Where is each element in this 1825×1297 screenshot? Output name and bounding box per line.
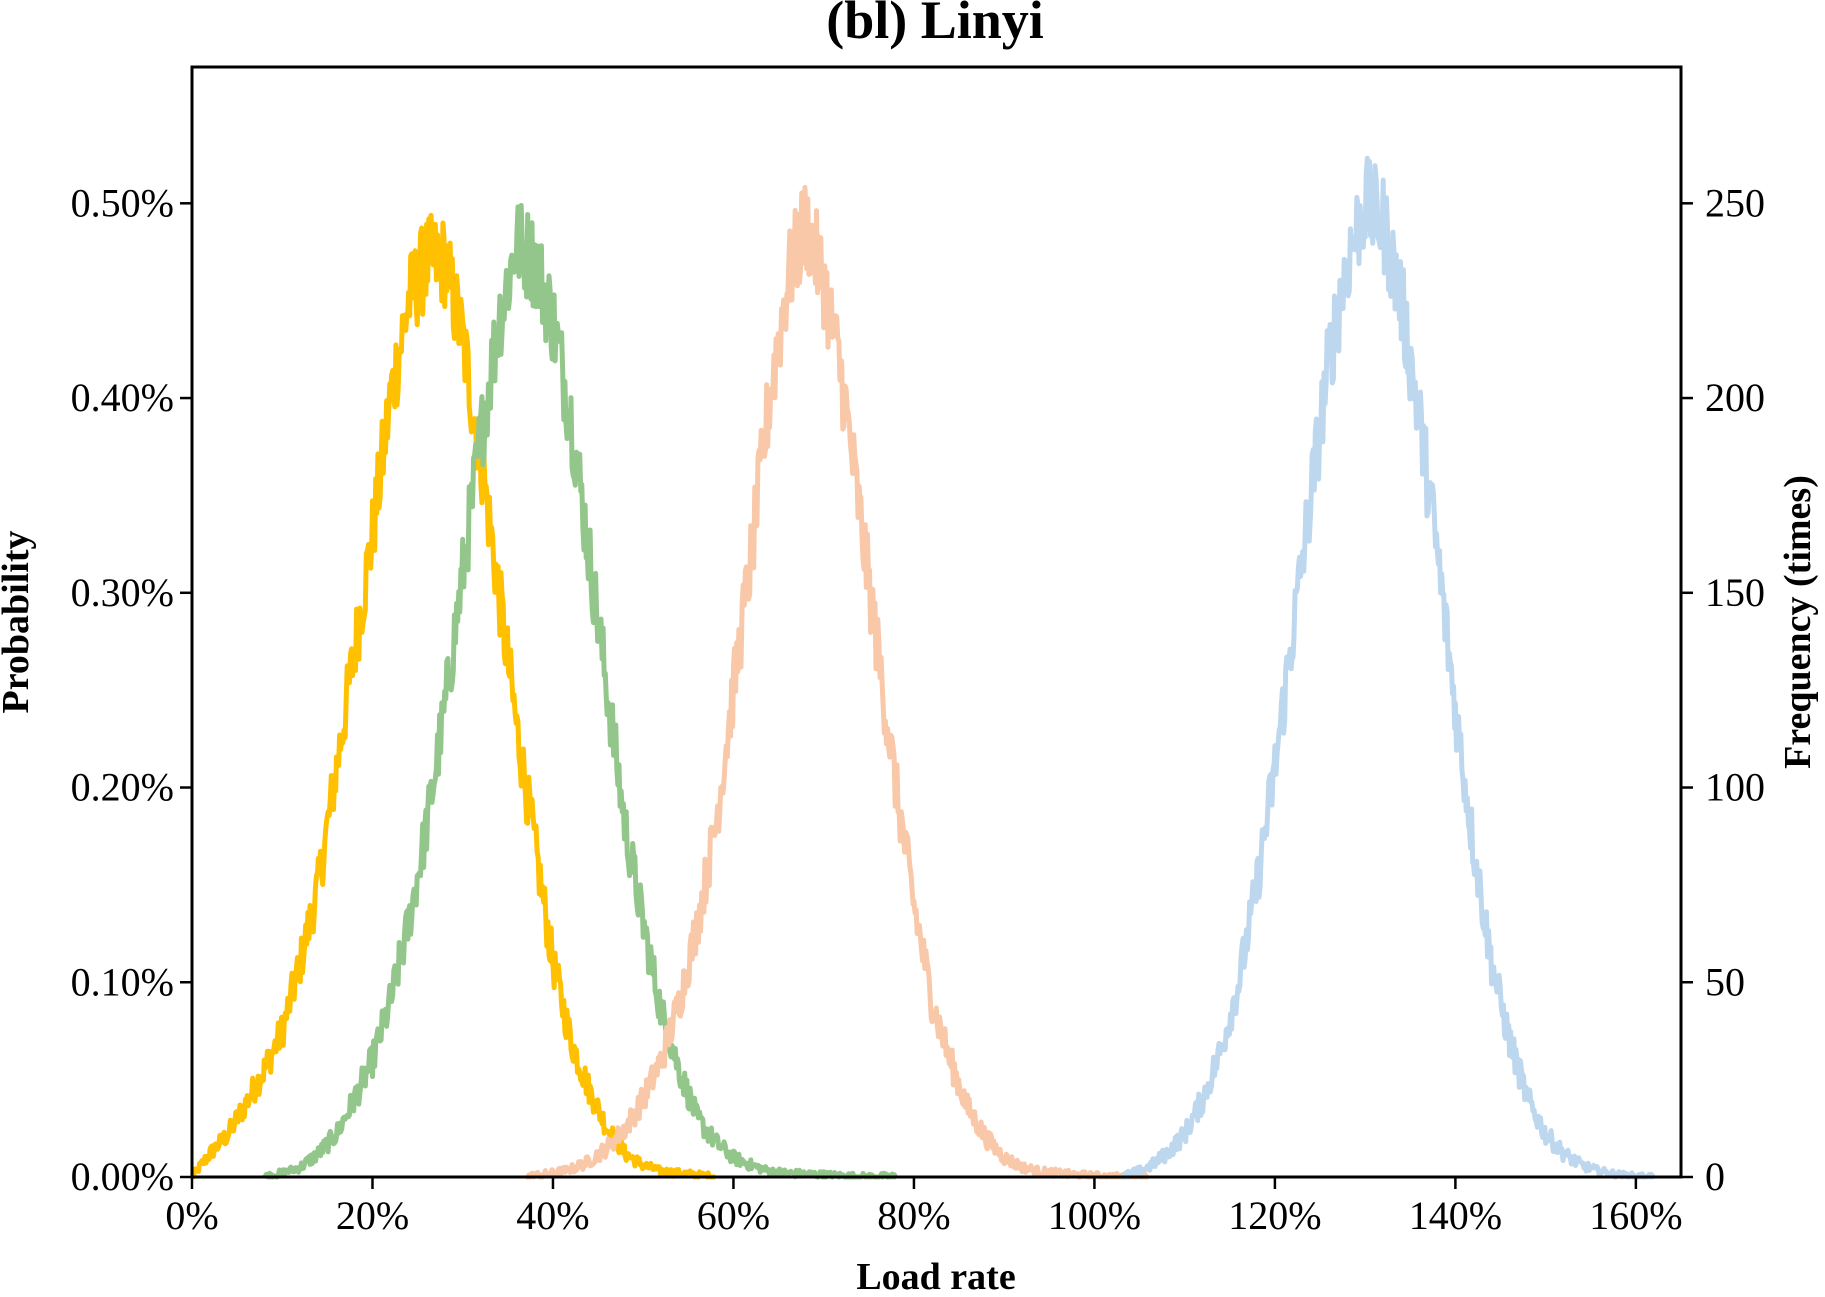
x-tick-label: 160% (1589, 1193, 1682, 1238)
y-tick-label: 0.00% (71, 1154, 174, 1199)
y-right-tick-label: 0 (1705, 1154, 1725, 1199)
x-tick-label: 60% (697, 1193, 770, 1238)
y-right-tick-label: 250 (1705, 180, 1765, 225)
x-tick-label: 0% (165, 1193, 218, 1238)
x-axis: 0% 20% 40% 60% 80% 100% 120% 140% 160% (165, 1177, 1683, 1238)
y-tick-label: 0.50% (71, 180, 174, 225)
series-line-4 (1120, 155, 1656, 1180)
x-tick-label: 140% (1409, 1193, 1502, 1238)
x-tick-label: 40% (516, 1193, 589, 1238)
y-tick-label: 0.20% (71, 765, 174, 810)
y-tick-label: 0.10% (71, 959, 174, 1004)
plot-frame (190, 65, 1683, 1179)
series-line-2 (262, 202, 898, 1180)
y-right-tick-label: 150 (1705, 570, 1765, 615)
y-axis-right: 0 50 100 150 200 250 (1681, 180, 1765, 1199)
y-right-tick-label: 100 (1705, 765, 1765, 810)
y-axis-right-title: Frequency (times) (1777, 475, 1819, 769)
x-tick-label: 80% (877, 1193, 950, 1238)
y-tick-label: 0.30% (71, 570, 174, 615)
y-right-tick-label: 200 (1705, 375, 1765, 420)
x-axis-title: Load rate (856, 1256, 1015, 1297)
x-tick-label: 20% (336, 1193, 409, 1238)
x-tick-label: 120% (1228, 1193, 1321, 1238)
y-tick-label: 0.40% (71, 375, 174, 420)
chart-title: (bl) Linyi (826, 0, 1044, 50)
series-group (190, 155, 1656, 1180)
x-tick-label: 100% (1048, 1193, 1141, 1238)
series-line-1 (190, 212, 718, 1180)
y-axis-title: Probability (0, 531, 37, 714)
y-axis-left: 0.00% 0.10% 0.20% 0.30% 0.40% 0.50% (71, 180, 192, 1199)
series-line-3 (524, 185, 1151, 1180)
y-right-tick-label: 50 (1705, 959, 1745, 1004)
